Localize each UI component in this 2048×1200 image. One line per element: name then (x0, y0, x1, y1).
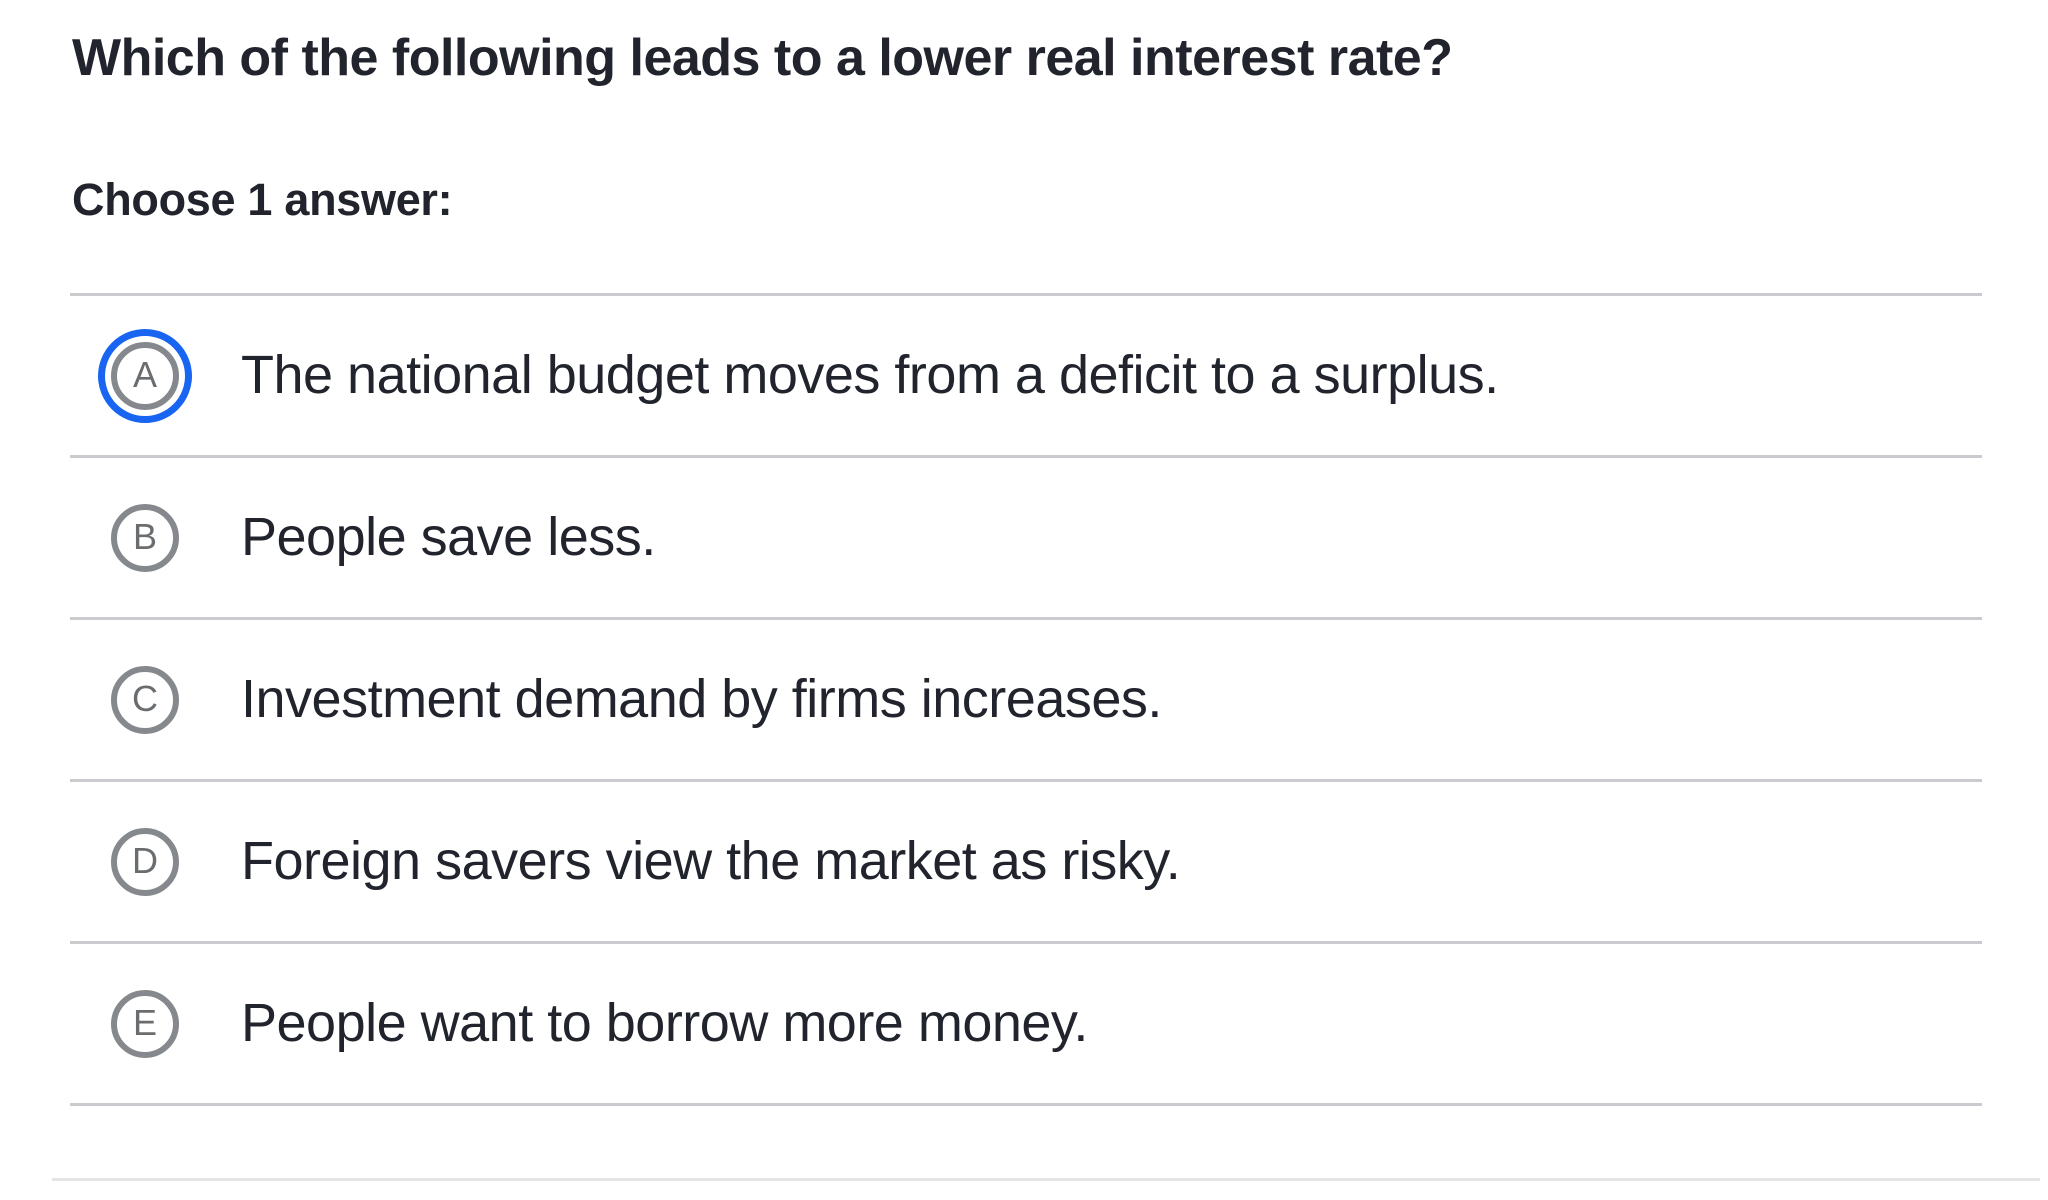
answer-option-e-text: People want to borrow more money. (241, 993, 1088, 1054)
answer-option-b-text: People save less. (241, 507, 656, 568)
radio-letter-a: A (132, 353, 157, 395)
radio-button-a[interactable]: A (98, 328, 192, 423)
radio-button-e[interactable]: E (111, 989, 179, 1058)
radio-button-c[interactable]: C (111, 665, 179, 734)
radio-letter-d: D (132, 839, 158, 881)
answer-option-e[interactable]: E People want to borrow more money. (70, 941, 1982, 1103)
answer-option-d[interactable]: D Foreign savers view the market as risk… (70, 779, 1982, 941)
radio-letter-c: C (132, 677, 158, 719)
choose-answer-label: Choose 1 answer: (72, 174, 453, 225)
answer-option-c-text: Investment demand by firms increases. (241, 669, 1162, 730)
answer-option-b[interactable]: B People save less. (70, 455, 1982, 617)
radio-button-b[interactable]: B (111, 503, 179, 572)
radio-button-d[interactable]: D (111, 827, 179, 896)
answer-options-list: A The national budget moves from a defic… (70, 293, 1982, 1106)
section-divider (52, 1178, 2040, 1181)
answer-option-a[interactable]: A The national budget moves from a defic… (70, 293, 1982, 455)
radio-letter-b: B (132, 515, 157, 557)
answer-option-c[interactable]: C Investment demand by firms increases. (70, 617, 1982, 779)
answer-option-d-text: Foreign savers view the market as risky. (241, 831, 1181, 892)
answer-option-a-text: The national budget moves from a deficit… (241, 345, 1499, 406)
question-title: Which of the following leads to a lower … (72, 29, 1453, 87)
radio-letter-e: E (132, 1001, 157, 1043)
